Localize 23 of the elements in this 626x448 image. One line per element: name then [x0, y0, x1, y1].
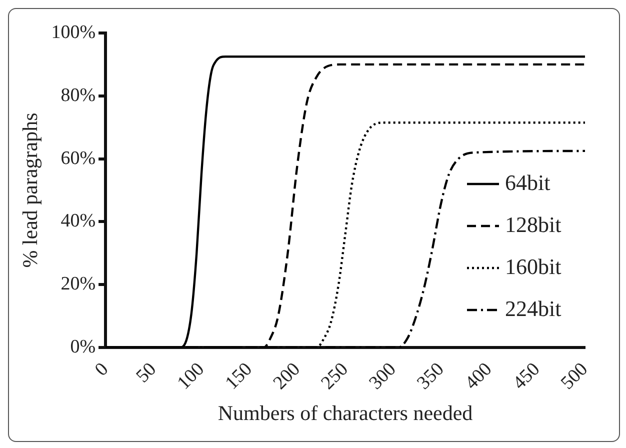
x-tick-label: 500: [557, 358, 592, 394]
legend-label: 224bit: [505, 296, 562, 321]
x-axis-title: Numbers of characters needed: [218, 400, 474, 425]
y-tick-label: 20%: [60, 274, 96, 295]
y-tick-label: 100%: [51, 22, 96, 43]
legend-label: 160bit: [505, 254, 562, 279]
y-tick-label: 60%: [60, 148, 96, 169]
x-tick-label: 100: [173, 358, 208, 394]
x-tick-label: 200: [269, 358, 304, 394]
x-tick-label: 400: [461, 358, 496, 394]
x-tick-label: 0: [91, 358, 113, 380]
y-tick-label: 40%: [60, 210, 96, 232]
y-tick-label: 0%: [70, 336, 96, 358]
legend-label: 64bit: [505, 170, 550, 195]
x-tick-label: 350: [413, 358, 448, 394]
x-tick-label: 250: [317, 358, 352, 394]
x-tick-label: 50: [132, 358, 161, 388]
x-tick-label: 150: [221, 358, 256, 394]
legend-label: 128bit: [505, 212, 562, 237]
y-tick-label: 80%: [60, 84, 96, 106]
x-tick-label: 300: [365, 358, 400, 394]
y-axis-title: % lead paragraphs: [18, 112, 42, 268]
x-tick-label: 450: [509, 358, 544, 394]
